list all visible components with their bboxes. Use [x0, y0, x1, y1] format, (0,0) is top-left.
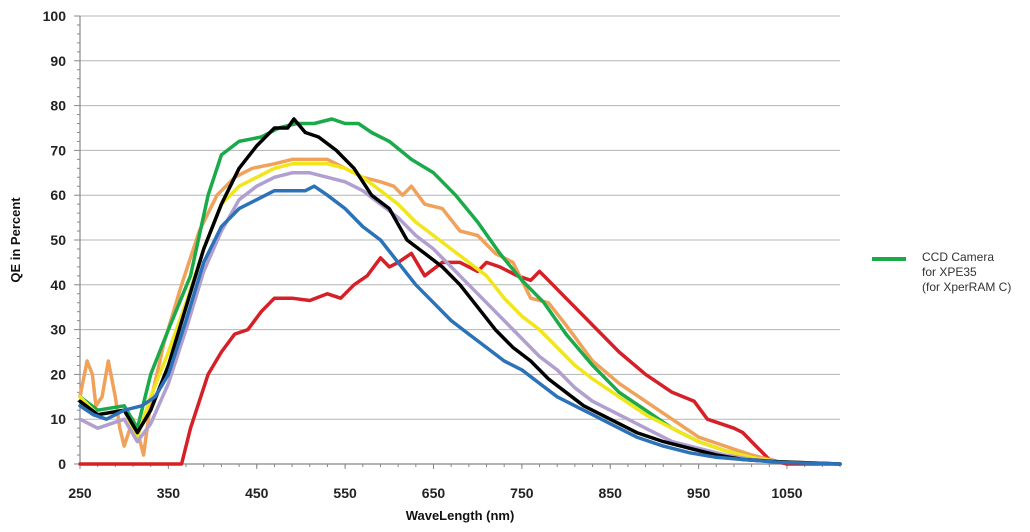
series-line-5 [78, 171, 842, 466]
x-tick-label: 650 [422, 485, 446, 501]
x-tick-label: 950 [687, 485, 711, 501]
y-tick-label: 20 [50, 366, 66, 382]
legend-line-3: (for XperRAM C) [922, 280, 1012, 294]
y-axis-title: QE in Percent [8, 197, 23, 283]
y-tick-label: 10 [50, 411, 66, 427]
legend-line-1: CCD Camera [922, 250, 995, 264]
x-tick-label: 850 [599, 485, 623, 501]
series-line-6 [78, 117, 842, 466]
series-line-7 [78, 184, 842, 466]
y-tick-label: 30 [50, 322, 66, 338]
y-tick-label: 80 [50, 98, 66, 114]
legend: CCD Camera for XPE35 (for XperRAM C) [872, 250, 1011, 295]
series-line-1 [78, 251, 842, 466]
axes [74, 15, 841, 469]
y-tick-label: 100 [43, 8, 67, 24]
legend-swatch [872, 257, 906, 261]
series-line-3 [78, 117, 842, 466]
legend-label: CCD Camera for XPE35 (for XperRAM C) [922, 250, 1011, 295]
y-tick-label: 90 [50, 53, 66, 69]
y-tick-label: 0 [58, 456, 66, 472]
y-tick-label: 50 [50, 232, 66, 248]
y-tick-label: 40 [50, 277, 66, 293]
tick-labels: 0 10 20 30 40 50 60 70 80 90 100 250 350 450 550 650 750… [43, 8, 803, 501]
x-tick-label: 450 [245, 485, 269, 501]
gridlines [80, 15, 840, 420]
y-tick-label: 70 [50, 142, 66, 158]
x-tick-label: 550 [333, 485, 357, 501]
x-tick-label: 350 [157, 485, 181, 501]
y-tick-label: 60 [50, 187, 66, 203]
series-lines [78, 117, 842, 466]
x-axis-title: WaveLength (nm) [406, 508, 515, 523]
legend-line-2: for XPE35 [922, 265, 977, 279]
x-tick-label: 1050 [771, 485, 802, 501]
x-tick-label: 750 [510, 485, 534, 501]
x-tick-label: 250 [68, 485, 92, 501]
